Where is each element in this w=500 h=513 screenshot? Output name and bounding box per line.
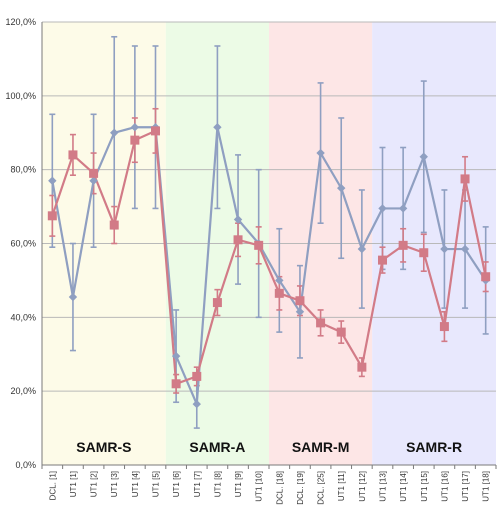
marker-s1-10 (254, 240, 264, 250)
x-tick-label-20: UT1 [17] (461, 471, 470, 502)
x-tick-label-6: UT1 [6] (172, 471, 181, 497)
marker-s1-19 (439, 322, 449, 332)
marker-s1-0 (47, 211, 57, 221)
x-tick-label-14: UT1 [11] (337, 471, 346, 501)
marker-s1-18 (419, 248, 429, 258)
x-tick-label-21: UT1 [18] (482, 471, 491, 502)
marker-s1-4 (130, 135, 140, 145)
x-tick-label-5: UT1 [5] (152, 471, 161, 497)
x-tick-label-7: UT1 [7] (193, 471, 202, 497)
marker-s1-13 (316, 318, 326, 328)
marker-s1-20 (460, 174, 470, 184)
x-tick-label-9: UT1 [9] (234, 471, 243, 497)
band-label-3: SAMR-R (406, 439, 462, 455)
band-labels: SAMR-S SAMR-A SAMR-M SAMR-R (76, 439, 462, 455)
y-tick-label-2: 40,0% (10, 312, 36, 322)
marker-s1-16 (378, 255, 387, 265)
marker-s0-13 (316, 148, 325, 158)
marker-s1-5 (151, 126, 160, 136)
x-tick-label-16: UT1 [13] (379, 471, 388, 502)
y-tick-label-0: 0,0% (15, 460, 36, 470)
x-tick-label-1: UT1 [1] (69, 471, 78, 497)
band-label-1: SAMR-A (189, 439, 245, 455)
y-tick-label-6: 120,0% (5, 17, 36, 27)
x-tick-label-3: UT1 [3] (110, 471, 119, 497)
marker-s1-12 (295, 296, 305, 306)
axes (41, 22, 497, 469)
marker-s0-4 (130, 123, 140, 132)
marker-s1-11 (274, 288, 284, 298)
x-tick-label-15: UT1 [12] (358, 471, 367, 502)
y-tick-label-3: 60,0% (10, 239, 36, 249)
band-label-0: SAMR-S (76, 439, 131, 455)
x-tick-label-8: UT1 [8] (213, 471, 222, 497)
marker-s0-18 (419, 152, 428, 161)
marker-s0-0 (48, 176, 57, 185)
marker-s1-3 (109, 220, 119, 230)
marker-s0-11 (275, 276, 284, 285)
marker-s0-1 (68, 292, 78, 302)
marker-s1-1 (68, 150, 78, 160)
x-tick-label-10: UT1 [10] (255, 471, 264, 502)
y-tick-label-1: 20,0% (10, 386, 36, 396)
series-markers (47, 123, 491, 409)
marker-s1-2 (89, 168, 99, 178)
marker-s1-7 (192, 371, 202, 381)
marker-s0-8 (213, 123, 222, 132)
x-tick-label-17: UT1 [14] (399, 471, 408, 502)
series-lines (51, 126, 487, 406)
y-tick-label-5: 100,0% (5, 91, 36, 101)
marker-s0-3 (110, 128, 119, 137)
series-line-1 (51, 129, 487, 385)
x-tick-label-4: UT1 [4] (131, 471, 140, 497)
series-line-0 (51, 126, 487, 406)
marker-s0-6 (171, 351, 181, 361)
marker-s1-9 (233, 235, 243, 245)
marker-s0-7 (192, 399, 201, 409)
x-tick-label-11: DCL. [18] (275, 471, 284, 505)
x-tick-label-12: DCL. [19] (296, 471, 305, 505)
x-axis-ticks: DCL. [1] UT1 [1] UT1 [2] UT1 [3] UT1 [4] UT1 … (48, 471, 490, 505)
marker-s1-17 (398, 240, 408, 250)
marker-s0-2 (89, 176, 98, 185)
marker-s0-19 (440, 244, 449, 254)
marker-s0-20 (460, 244, 470, 254)
marker-s0-12 (295, 307, 305, 316)
band-label-2: SAMR-M (292, 439, 350, 455)
x-tick-label-19: UT1 [16] (440, 471, 449, 502)
marker-s1-14 (336, 327, 346, 337)
y-axis-ticks: 0,0% 20,0% 40,0% 60,0% 80,0% 100,0% 120,0% (5, 17, 36, 470)
x-tick-label-2: UT1 [2] (90, 471, 99, 497)
grid-lines (42, 21, 496, 392)
marker-s0-16 (378, 204, 387, 213)
x-tick-label-13: DCL. [25] (317, 471, 326, 505)
marker-s1-6 (171, 379, 181, 389)
marker-s1-8 (212, 298, 222, 308)
x-tick-label-0: DCL. [1] (48, 471, 57, 500)
marker-s0-9 (233, 215, 243, 224)
y-tick-label-4: 80,0% (10, 165, 36, 175)
marker-s0-17 (398, 204, 408, 213)
x-tick-label-18: UT1 [15] (420, 471, 429, 502)
marker-s0-14 (337, 183, 346, 193)
marker-s0-15 (357, 244, 367, 254)
marker-s1-21 (481, 272, 491, 282)
marker-s1-15 (357, 362, 367, 372)
